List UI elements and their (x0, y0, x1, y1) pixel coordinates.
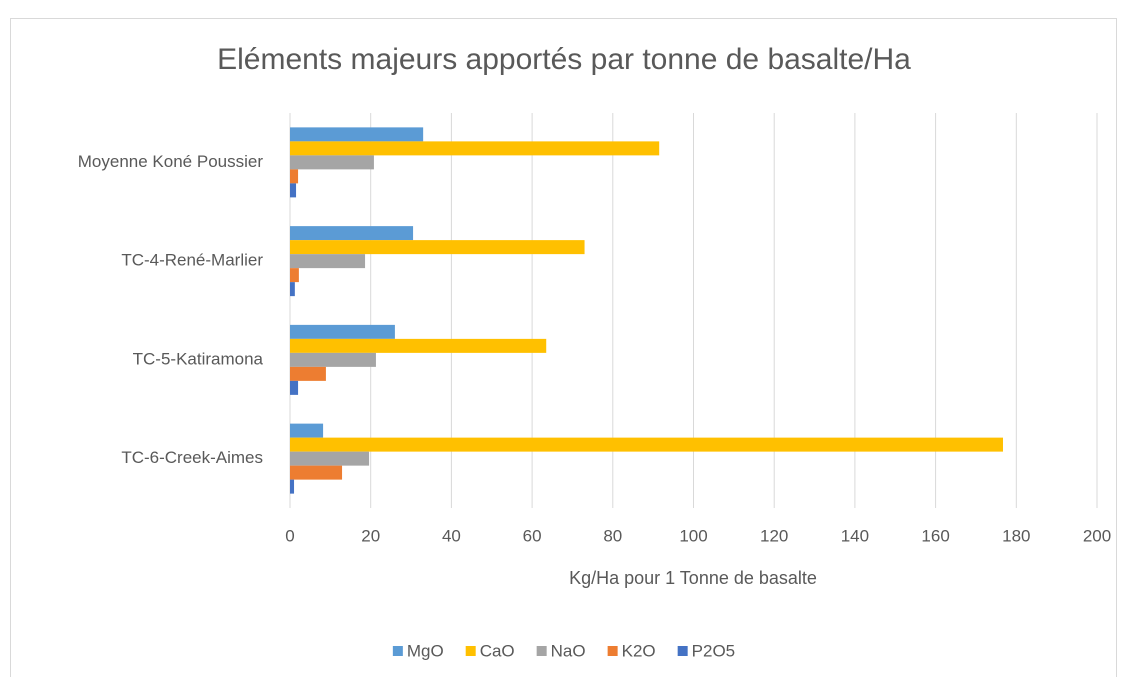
bar (290, 254, 366, 269)
x-tick-label: 60 (523, 526, 542, 545)
bar (290, 226, 414, 241)
bar (290, 380, 299, 395)
bar (290, 352, 376, 367)
y-tick-label: TC-6-Creek-Aimes (121, 448, 263, 467)
bar (290, 282, 295, 297)
bar (290, 437, 1003, 452)
bar (290, 338, 547, 353)
chart-frame (10, 18, 1117, 679)
bar (290, 423, 324, 438)
bar (290, 268, 299, 283)
x-tick-label: 200 (1083, 526, 1111, 545)
x-tick-label: 180 (1002, 526, 1030, 545)
bar (290, 451, 370, 466)
x-tick-label: 160 (921, 526, 949, 545)
y-tick-label: Moyenne Koné Poussier (78, 152, 264, 171)
legend-label: K2O (622, 641, 656, 660)
legend-swatch (392, 646, 403, 656)
legend-swatch (607, 646, 618, 656)
x-tick-label: 80 (603, 526, 622, 545)
x-tick-label: 40 (442, 526, 461, 545)
x-tick-label: 140 (841, 526, 869, 545)
x-axis-title: Kg/Ha pour 1 Tonne de basalte (569, 568, 817, 588)
legend-label: P2O5 (692, 641, 735, 660)
y-tick-label: TC-5-Katiramona (133, 349, 264, 368)
legend-label: NaO (551, 641, 586, 660)
bar (290, 479, 295, 494)
bar (290, 240, 585, 255)
legend-label: CaO (480, 641, 515, 660)
x-tick-label: 100 (679, 526, 707, 545)
bar (290, 169, 299, 184)
bar (290, 324, 395, 339)
bar (290, 465, 343, 480)
x-tick-label: 20 (361, 526, 380, 545)
bar (290, 127, 424, 142)
legend-swatch (677, 646, 688, 656)
y-tick-label: TC-4-René-Marlier (121, 251, 263, 270)
chart-title: Eléments majeurs apportés par tonne de b… (217, 43, 911, 76)
legend-swatch (536, 646, 547, 656)
legend-swatch (465, 646, 476, 656)
bar (290, 366, 326, 381)
bar (290, 183, 297, 198)
x-tick-label: 120 (760, 526, 788, 545)
bar (290, 155, 374, 170)
bar (290, 141, 660, 156)
legend-label: MgO (407, 641, 444, 660)
x-tick-label: 0 (285, 526, 294, 545)
